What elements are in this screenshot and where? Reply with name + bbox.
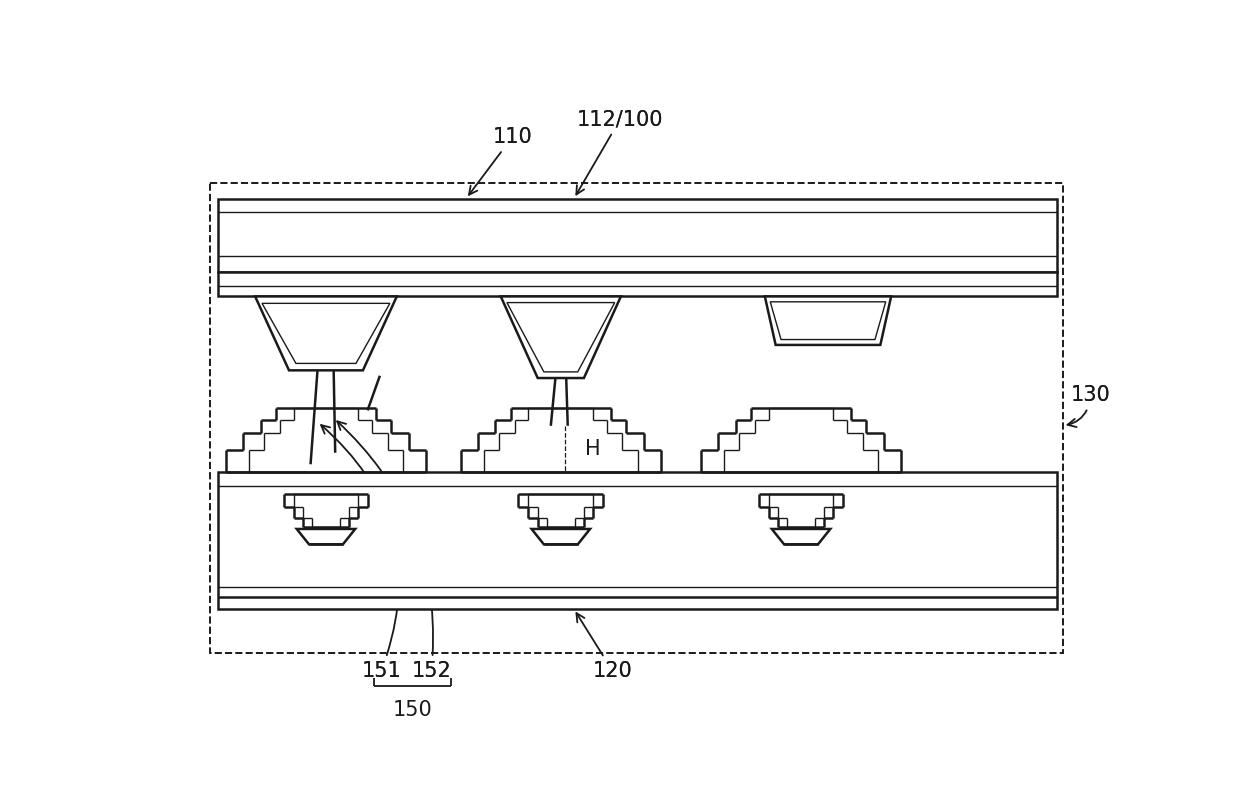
Polygon shape	[218, 271, 1058, 297]
Text: 130: 130	[1068, 385, 1110, 427]
Polygon shape	[765, 297, 892, 345]
Text: 130: 130	[1070, 385, 1110, 405]
Text: 150: 150	[392, 700, 432, 720]
Polygon shape	[218, 472, 1058, 609]
Polygon shape	[532, 529, 590, 544]
Text: 152: 152	[337, 421, 451, 681]
Text: 120: 120	[593, 660, 632, 681]
Text: 151: 151	[321, 425, 402, 681]
Polygon shape	[296, 529, 355, 544]
Polygon shape	[501, 297, 621, 378]
Text: 152: 152	[412, 660, 451, 681]
Polygon shape	[771, 529, 831, 544]
Text: 112/100: 112/100	[577, 110, 663, 129]
Polygon shape	[770, 302, 885, 339]
Polygon shape	[507, 302, 615, 372]
Text: H: H	[585, 439, 601, 459]
Polygon shape	[218, 199, 1058, 271]
Text: 110: 110	[492, 127, 532, 147]
Polygon shape	[262, 303, 389, 364]
Text: 120: 120	[577, 613, 632, 681]
Text: 110: 110	[469, 127, 532, 195]
Polygon shape	[255, 297, 397, 370]
Text: 151: 151	[362, 660, 402, 681]
Text: 112/100: 112/100	[577, 110, 663, 194]
